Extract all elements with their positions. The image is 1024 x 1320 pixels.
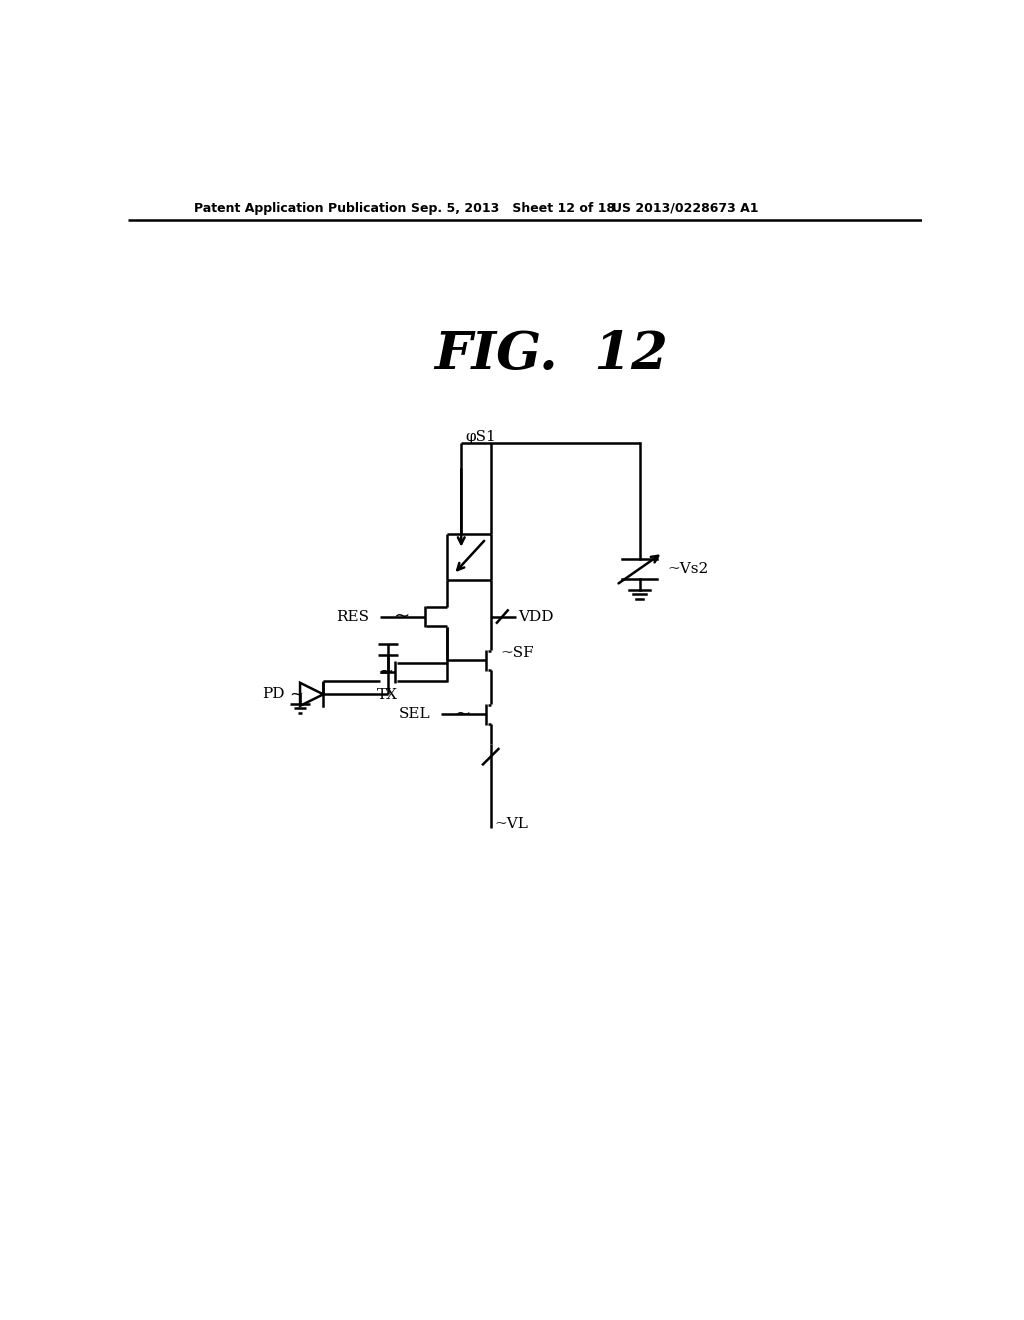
Text: ~: ~ [456, 705, 472, 723]
Text: SEL: SEL [398, 708, 430, 721]
Text: RES: RES [336, 610, 369, 623]
Text: ~VL: ~VL [495, 817, 528, 832]
Text: Sep. 5, 2013   Sheet 12 of 18: Sep. 5, 2013 Sheet 12 of 18 [411, 202, 615, 215]
Text: ~SF: ~SF [500, 645, 534, 660]
Text: TX: TX [377, 688, 398, 702]
Text: ~: ~ [289, 685, 303, 704]
Text: PD: PD [262, 688, 285, 701]
Text: ~: ~ [394, 607, 411, 626]
Text: US 2013/0228673 A1: US 2013/0228673 A1 [612, 202, 759, 215]
Text: FIG.  12: FIG. 12 [434, 329, 668, 380]
Text: Patent Application Publication: Patent Application Publication [194, 202, 407, 215]
Text: ~: ~ [379, 663, 393, 681]
Text: φS1: φS1 [465, 430, 496, 444]
Text: VDD: VDD [518, 610, 553, 623]
Text: ~Vs2: ~Vs2 [668, 562, 709, 576]
